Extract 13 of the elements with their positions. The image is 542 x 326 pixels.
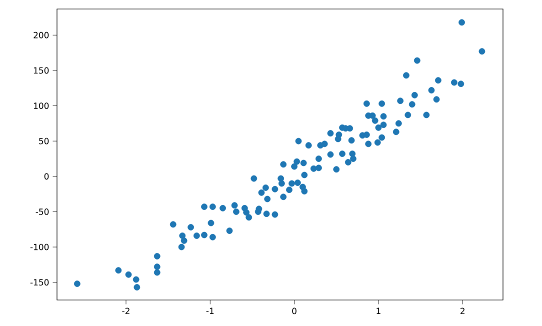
y-tick-label: -100	[30, 244, 49, 250]
x-tick-label: -2	[122, 308, 130, 314]
y-tick-label: -50	[36, 208, 49, 215]
y-tick-label: 150	[34, 67, 49, 74]
y-tick-label: 0	[44, 173, 49, 180]
x-tick-label: 2	[460, 308, 464, 314]
y-tick-label: 200	[34, 32, 49, 38]
x-tick-label: 0	[292, 308, 296, 314]
y-tick-label: 50	[39, 138, 49, 144]
y-tick-label: 100	[34, 102, 49, 109]
x-tick-label: -1	[206, 308, 214, 314]
y-tick-label: -150	[30, 279, 49, 286]
x-tick-label: 1	[376, 308, 380, 314]
